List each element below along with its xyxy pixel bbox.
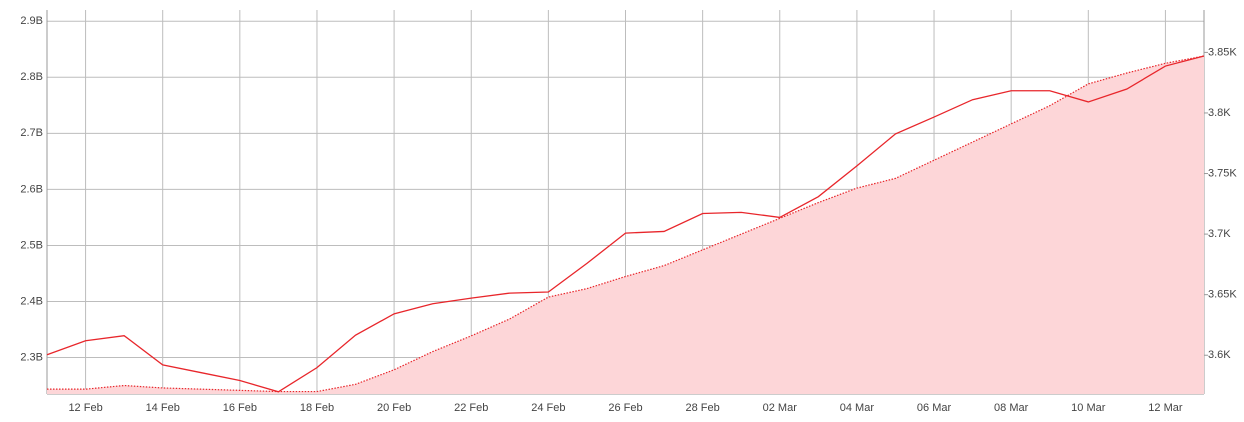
y-tick-label: 2.5B — [20, 239, 43, 251]
x-tick-label: 16 Feb — [223, 402, 257, 414]
area-line — [47, 55, 1205, 393]
area — [47, 56, 1204, 394]
line — [46, 55, 1205, 393]
y-tick-label: 2.4B — [20, 295, 43, 307]
x-tick-label: 08 Mar — [994, 402, 1029, 414]
y-tick-label: 2.9B — [20, 15, 43, 27]
y2-tick-label: 3.6K — [1208, 349, 1231, 361]
x-tick-label: 04 Mar — [840, 402, 875, 414]
y2-tick-label: 3.7K — [1208, 228, 1231, 240]
x-tick-label: 28 Feb — [686, 402, 720, 414]
x-tick-label: 18 Feb — [300, 402, 334, 414]
y-tick-label: 2.6B — [20, 183, 43, 195]
x-tick-label: 12 Feb — [68, 402, 102, 414]
x-tick-label: 10 Mar — [1071, 402, 1106, 414]
x-tick-label: 22 Feb — [454, 402, 488, 414]
x-tick-label: 14 Feb — [146, 402, 180, 414]
y2-tick-label: 3.75K — [1208, 167, 1237, 179]
x-tick-label: 06 Mar — [917, 402, 952, 414]
y2-tick-label: 3.8K — [1208, 107, 1231, 119]
y2-tick-label: 3.85K — [1208, 46, 1237, 58]
y-tick-label: 2.3B — [20, 351, 43, 363]
x-tick-label: 12 Mar — [1148, 402, 1183, 414]
y-tick-label: 2.7B — [20, 127, 43, 139]
y2-tick-label: 3.65K — [1208, 289, 1237, 301]
x-tick-label: 26 Feb — [608, 402, 642, 414]
x-tick-label: 24 Feb — [531, 402, 565, 414]
x-tick-label: 02 Mar — [763, 402, 798, 414]
y-tick-label: 2.8B — [20, 71, 43, 83]
x-tick-label: 20 Feb — [377, 402, 411, 414]
